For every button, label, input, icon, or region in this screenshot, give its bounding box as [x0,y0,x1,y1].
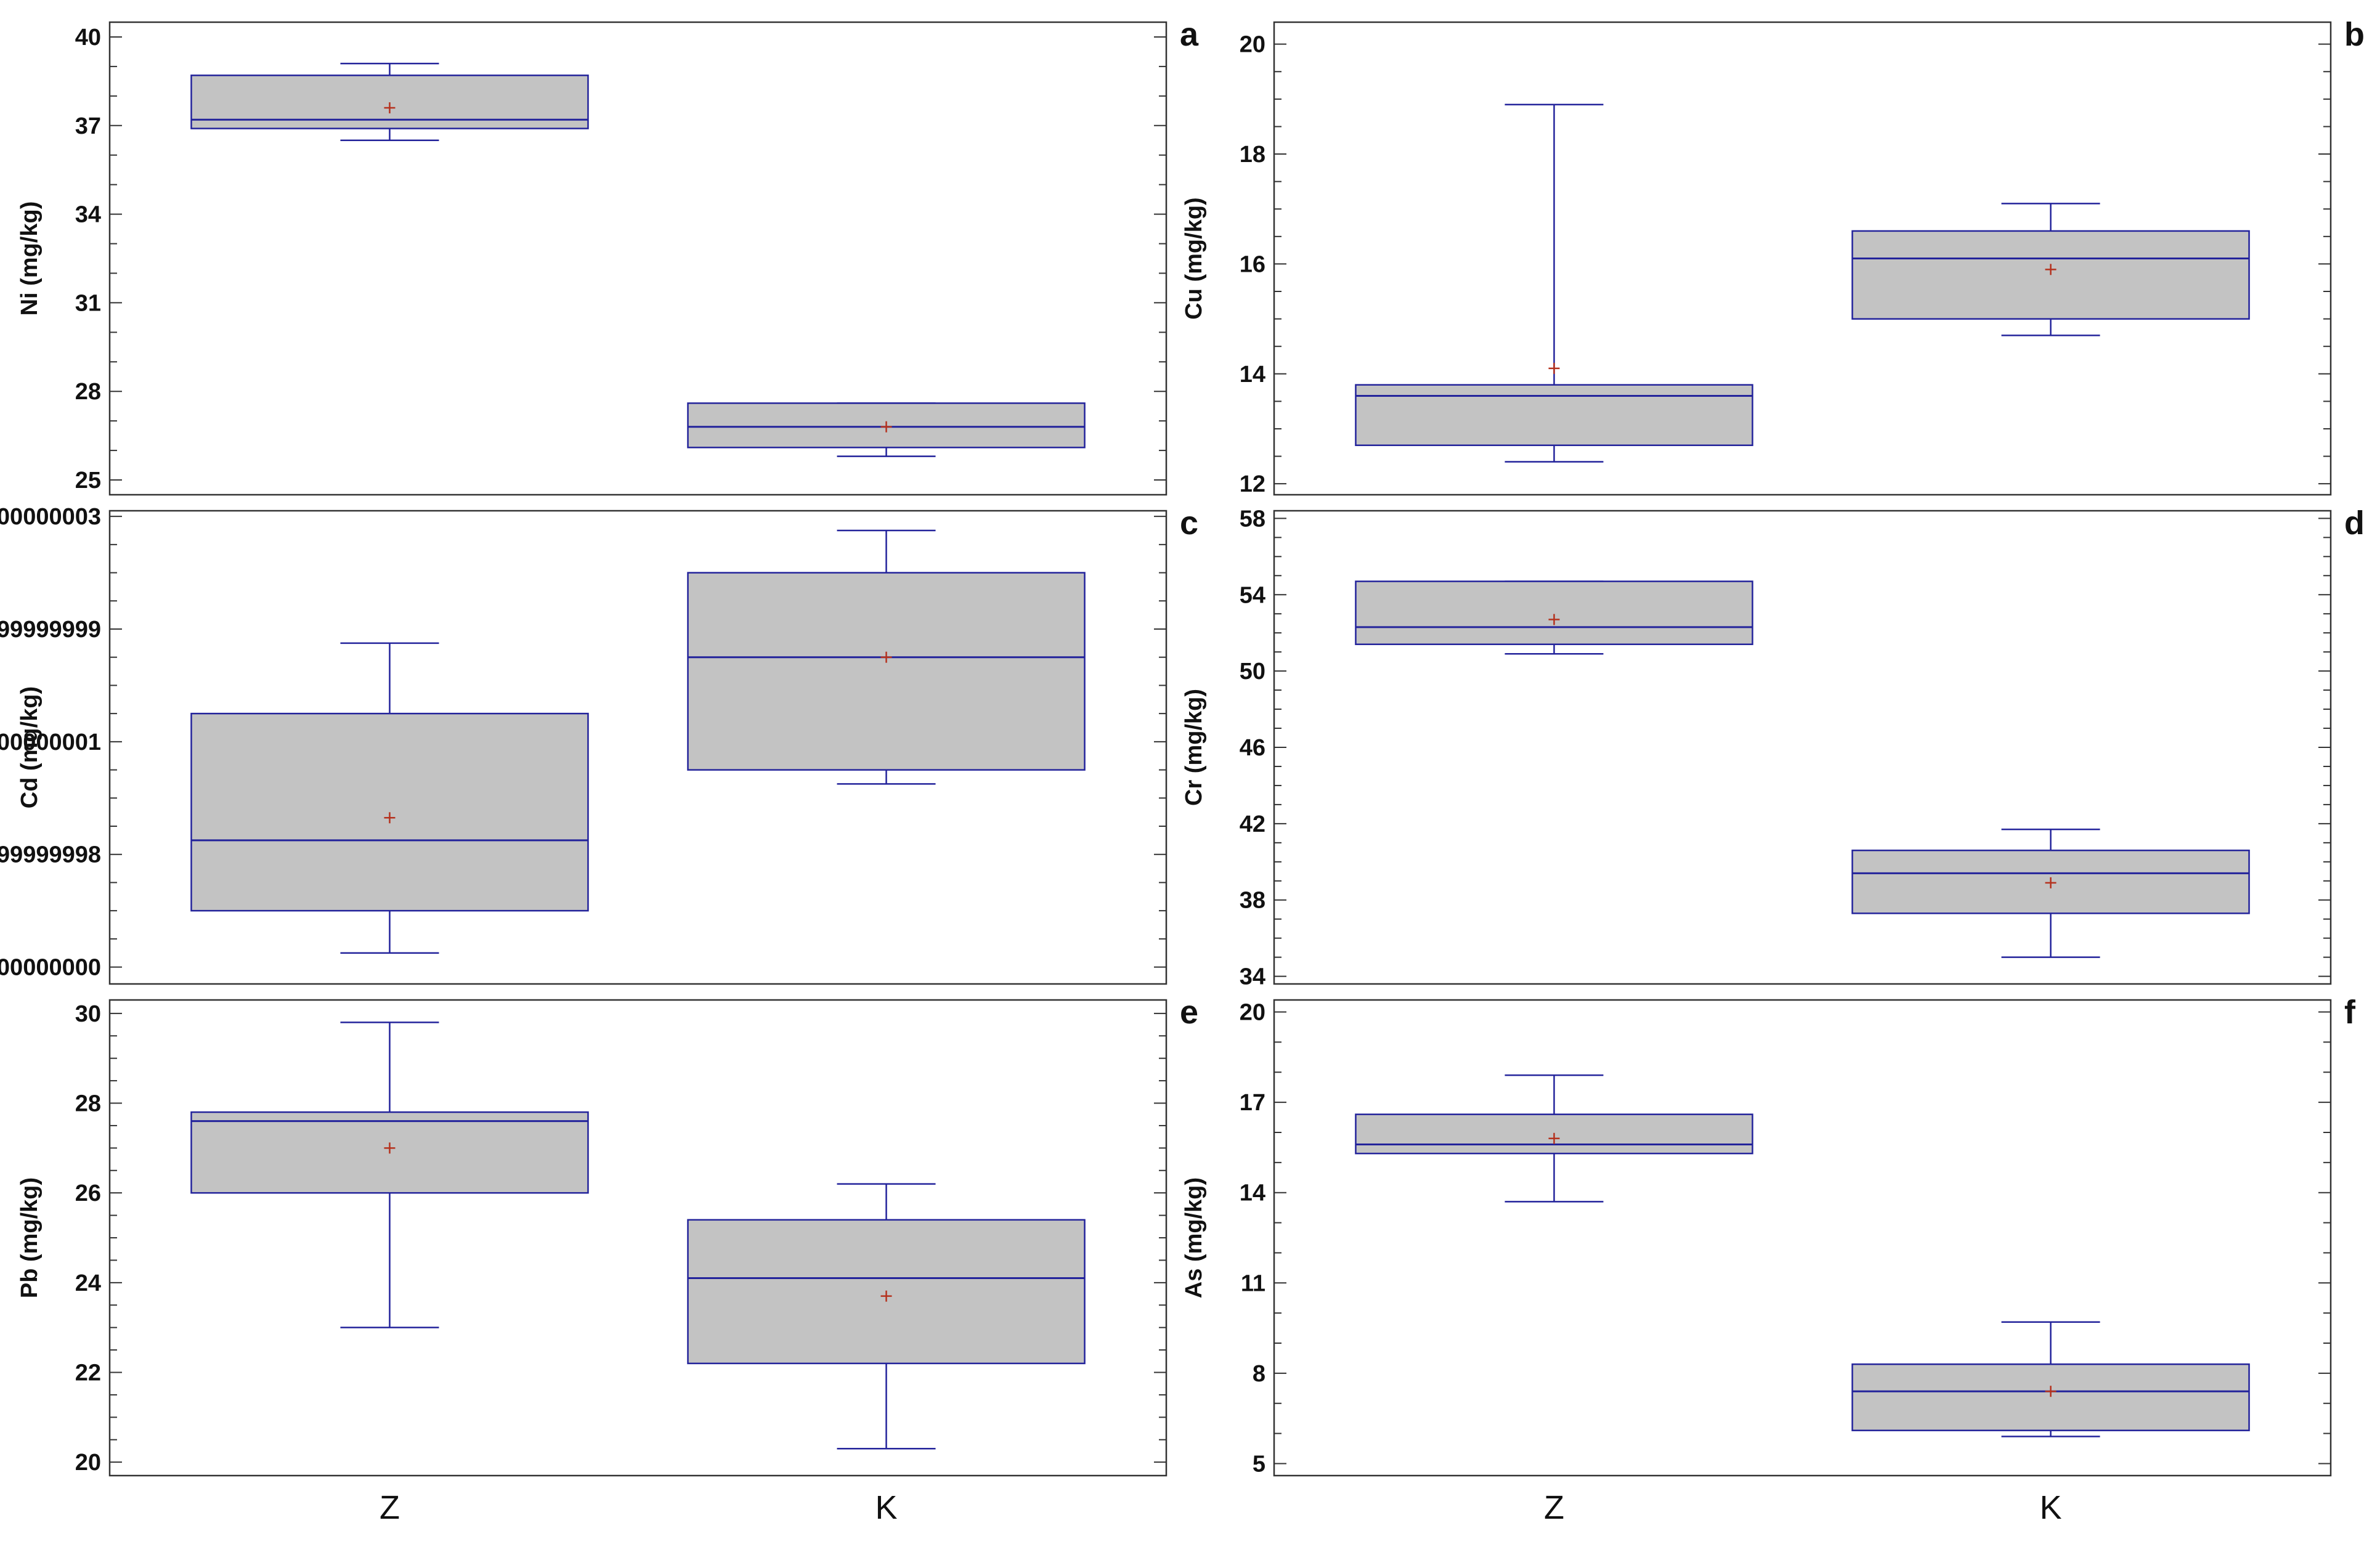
panel-letter: c [1180,505,1198,542]
y-tick-label: 28 [75,1091,101,1117]
iqr-box [1355,384,1753,446]
y-tick-label: 46 [1240,735,1265,761]
y-tick-label: 58 [1240,506,1265,532]
y-tick-label: 30 [75,1001,101,1027]
y-tick-label: 0.40999999999999998 [0,842,101,868]
y-tick-label: 20 [1240,32,1265,58]
y-tick-label: 12 [1240,471,1265,497]
y-axis-label: Pb (mg/kg) [17,1177,43,1298]
panel-letter: a [1180,16,1199,53]
plot-frame [108,510,1168,985]
y-axis-label: Ni (mg/kg) [17,201,43,316]
iqr-box [190,712,589,912]
x-category-label: K [2040,1489,2062,1526]
panels-group: 25 28 31 34 37 40 Ni (mg/kg) a 12 14 16 18 20 Cu (mg/… [0,16,2365,1526]
box-K [687,1183,1086,1450]
y-tick-label: 16 [1240,251,1265,277]
y-tick-label: 5 [1253,1451,1265,1477]
panel-letter: d [2344,505,2365,542]
y-axis-label: Cd (mg/kg) [17,686,43,808]
plot-frame [108,21,1168,496]
y-tick-label: 25 [75,468,101,494]
panel-a: 25 28 31 34 37 40 Ni (mg/kg) a [17,16,1199,496]
plot-frame [1273,21,2332,496]
iqr-box [1355,580,1753,646]
y-tick-label: 34 [1240,964,1265,990]
box-K [687,402,1086,457]
y-tick-label: 50 [1240,659,1265,685]
y-tick-label: 38 [1240,888,1265,914]
y-tick-label: 40 [75,25,101,51]
y-tick-label: 18 [1240,142,1265,168]
y-tick-label: 20 [75,1450,101,1476]
y-tick-label: 0.37000000000000000 [0,955,101,981]
y-tick-label: 28 [75,379,101,405]
y-tick-label: 24 [75,1270,101,1296]
plot-frame [1273,999,2332,1477]
panel-e: 20 22 24 26 28 30 Pb (mg/kg) e Z K [17,994,1198,1526]
y-tick-label: 34 [75,202,101,228]
x-category-label: Z [1544,1489,1564,1526]
iqr-box [687,572,1086,771]
box-Z [1355,1074,1753,1203]
y-tick-label: 14 [1240,1180,1265,1206]
y-tick-label: 20 [1240,1000,1265,1026]
panel-f: 5 8 11 14 17 20 As (mg/kg) f Z K [1181,994,2356,1526]
y-tick-label: 0.48999999999999999 [0,617,101,643]
y-tick-label: 17 [1240,1090,1265,1116]
panel-letter: e [1180,994,1198,1031]
box-K [687,529,1086,785]
panel-letter: f [2344,994,2356,1031]
y-axis-label: Cu (mg/kg) [1181,197,1207,319]
x-category-label: Z [380,1489,400,1526]
y-axis-label: Cr (mg/kg) [1181,689,1207,806]
box-K [1851,1321,2250,1437]
y-tick-label: 31 [75,290,101,316]
y-tick-label: 8 [1253,1361,1265,1387]
y-tick-label: 14 [1240,362,1265,388]
panel-d: 34 38 42 46 50 54 58 Cr (mg/kg) d [1181,505,2365,990]
box-Z [1355,580,1753,655]
x-category-label: K [875,1489,898,1526]
box-K [1851,828,2250,958]
box-Z [190,62,589,141]
panel-c: 0.37000000000000000 0.40999999999999998 0.… [0,504,1198,985]
iqr-box [1851,1363,2250,1431]
y-axis-label: As (mg/kg) [1181,1177,1207,1298]
box-K [1851,203,2250,336]
panel-letter: b [2344,16,2365,53]
y-tick-label: 26 [75,1180,101,1206]
panel-b: 12 14 16 18 20 Cu (mg/kg) b [1181,16,2365,497]
y-tick-label: 0.53000000000000003 [0,504,101,530]
y-tick-label: 37 [75,113,101,139]
y-tick-label: 22 [75,1360,101,1386]
y-tick-label: 0.45000000000000001 [0,729,101,755]
box-Z [190,642,589,954]
y-tick-label: 42 [1240,811,1265,837]
y-tick-label: 11 [1241,1270,1265,1296]
box-Z [190,1022,589,1328]
y-tick-label: 54 [1240,582,1265,608]
box-Z [1355,104,1753,463]
